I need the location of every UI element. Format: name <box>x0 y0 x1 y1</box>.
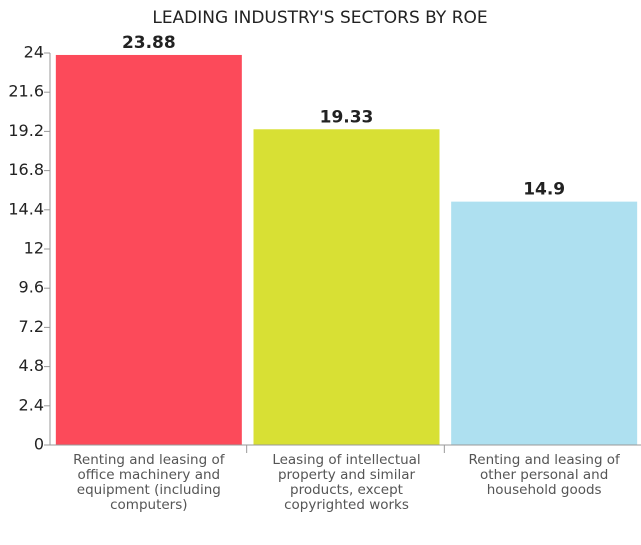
x-tick-label: Renting and leasing of other personal an… <box>468 453 620 498</box>
y-tick-label: 21.6 <box>8 82 44 101</box>
x-label-box: Leasing of intellectual property and sim… <box>272 453 421 513</box>
bar <box>253 129 440 445</box>
bar <box>55 54 242 446</box>
y-tick-label: 19.2 <box>8 121 44 140</box>
x-label-box: Renting and leasing of office machinery … <box>73 453 225 513</box>
data-label: 23.88 <box>122 33 176 53</box>
chart-title: LEADING INDUSTRY'S SECTORS BY ROE <box>152 8 487 28</box>
x-tick-label: Leasing of intellectual property and sim… <box>272 453 421 513</box>
y-tick-label: 0 <box>34 435 44 454</box>
data-label: 19.33 <box>320 107 374 127</box>
y-tick-label: 4.8 <box>19 356 44 375</box>
y-tick-label: 7.2 <box>19 317 44 336</box>
y-tick-label: 24 <box>24 43 44 62</box>
y-tick-label: 14.4 <box>8 199 44 218</box>
y-tick-label: 2.4 <box>19 395 44 414</box>
bar <box>451 201 638 445</box>
y-tick-label: 16.8 <box>8 160 44 179</box>
data-label: 14.9 <box>523 180 565 200</box>
y-tick-label: 12 <box>24 239 44 258</box>
x-tick-label: Renting and leasing of office machinery … <box>73 453 225 513</box>
y-tick-label: 9.6 <box>19 278 44 297</box>
x-label-box: Renting and leasing of other personal an… <box>468 453 620 498</box>
